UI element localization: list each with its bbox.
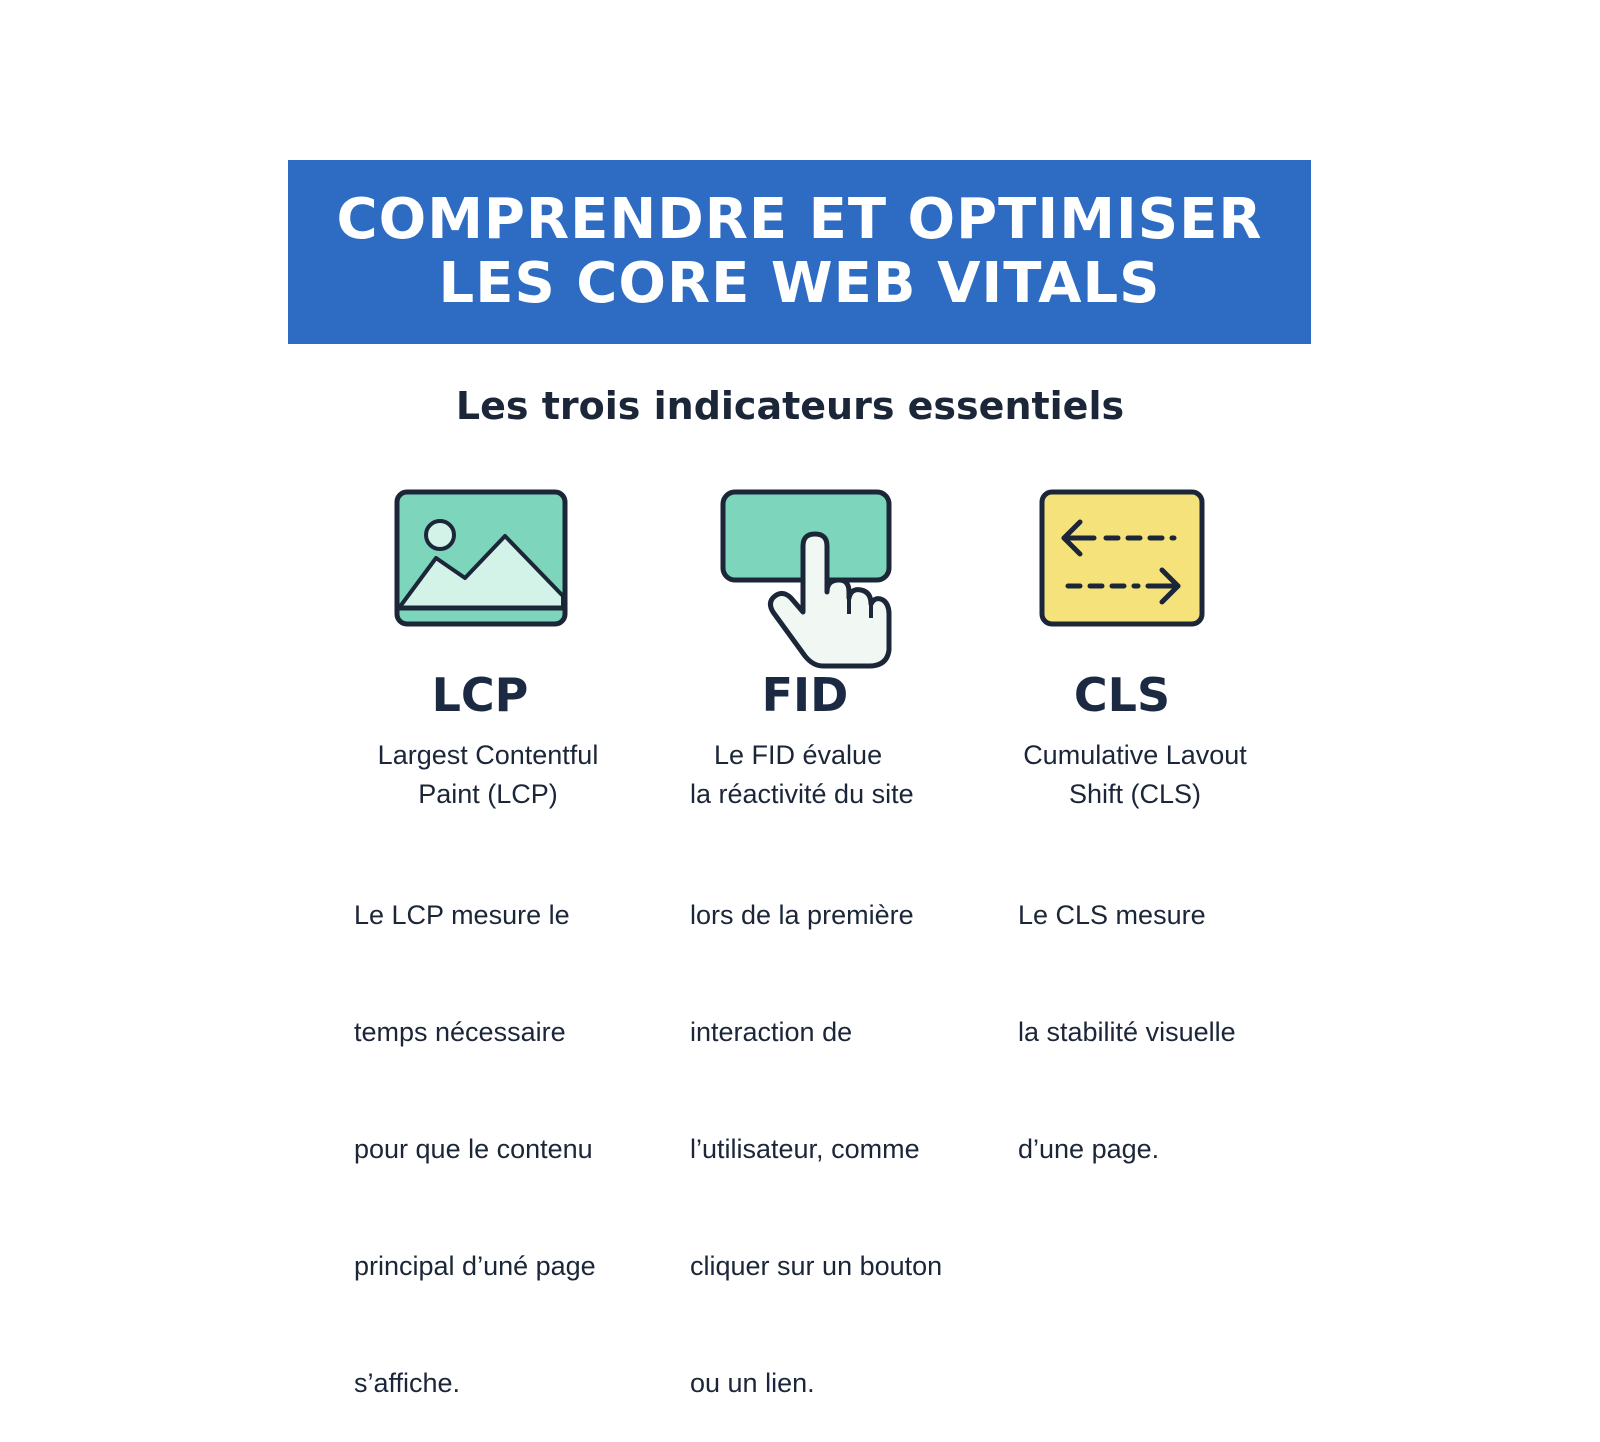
title-line-2: LES CORE WEB VITALS: [438, 251, 1161, 316]
desc-line: la stabilité visuelle: [1018, 1017, 1236, 1047]
desc-line: Le LCP mesure le: [354, 900, 570, 930]
desc-line: Le CLS mesure: [1018, 900, 1206, 930]
metric-abbr-fid: FID: [761, 668, 849, 722]
name-line: Shift (CLS): [1068, 779, 1202, 809]
name-line: Cumulative Lavout: [1023, 740, 1247, 770]
desc-line: l’utilisateur, comme: [690, 1134, 920, 1164]
desc-line: cliquer sur un bouton: [690, 1251, 943, 1281]
layout-shift-arrows-icon: [1039, 489, 1205, 627]
metric-abbr-cls: CLS: [1073, 668, 1171, 722]
metric-name-fid: Le FID évalue la réactivité du site: [690, 736, 914, 814]
desc-line: principal d’uné page: [354, 1251, 596, 1281]
name-line: la réactivité du site: [690, 779, 914, 809]
desc-line: d’une page.: [1018, 1134, 1160, 1164]
desc-line: temps nécessaire: [354, 1017, 566, 1047]
metric-name-cls: Cumulative Lavout Shift (CLS): [1000, 736, 1270, 814]
name-line: Largest Contentful: [377, 740, 599, 770]
desc-line: lors de la première: [690, 900, 914, 930]
desc-line: ou un lien.: [690, 1368, 815, 1398]
metric-name-lcp: Largest Contentful Paint (LCP): [338, 736, 638, 814]
section-subtitle: Les trois indicateurs essentiels: [455, 384, 1125, 428]
metric-desc-lcp: Le LCP mesure le temps nécessaire pour q…: [354, 818, 596, 1442]
title-line-1: COMPRENDRE ET OPTIMISER: [336, 187, 1263, 252]
desc-line: pour que le contenu: [354, 1134, 593, 1164]
image-icon: [394, 489, 568, 627]
metric-abbr-lcp: LCP: [431, 668, 529, 722]
metric-desc-cls: Le CLS mesure la stabilité visuelle d’un…: [1018, 818, 1236, 1208]
pointer-click-icon: [720, 489, 892, 669]
desc-line: interaction de: [690, 1017, 853, 1047]
metric-desc-fid: lors de la première interaction de l’uti…: [690, 818, 942, 1442]
desc-line: s’affiche.: [354, 1368, 461, 1398]
title-banner: COMPRENDRE ET OPTIMISER LES CORE WEB VIT…: [288, 160, 1311, 344]
name-line: Paint (LCP): [418, 779, 558, 809]
name-line: Le FID évalue: [714, 740, 883, 770]
